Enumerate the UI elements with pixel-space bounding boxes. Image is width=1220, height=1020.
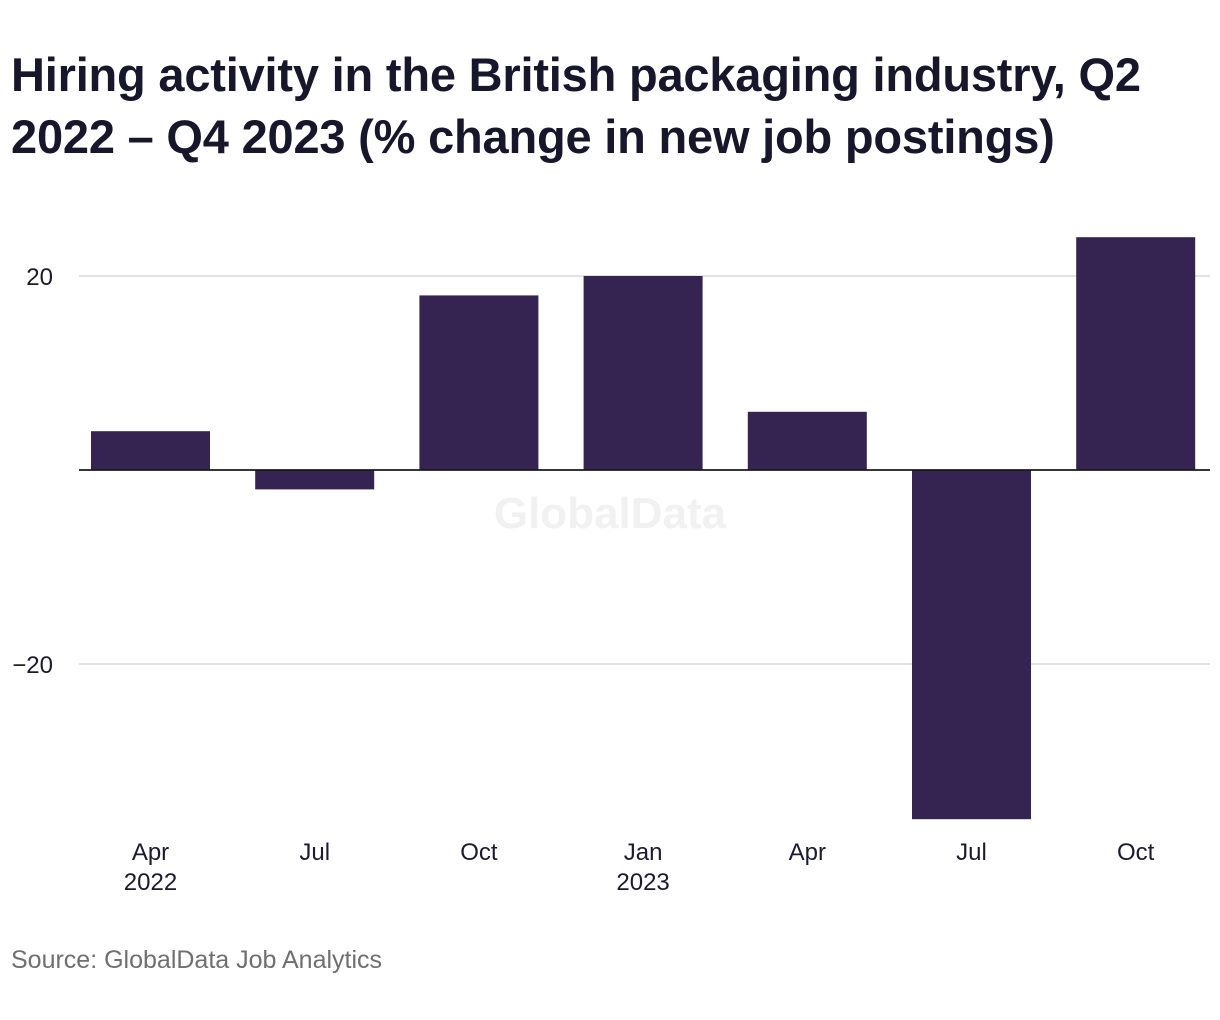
bar-apr-2022 — [91, 431, 210, 470]
x-tick-label: Jan — [624, 839, 663, 866]
bar-oct-2023 — [1076, 237, 1196, 470]
x-tick-label: Jul — [299, 839, 330, 866]
bar-jul-2023 — [912, 470, 1031, 820]
y-tick-label: 20 — [26, 264, 53, 291]
x-tick-label: Jul — [956, 839, 987, 866]
x-tick-label: Oct — [460, 839, 498, 866]
x-tick-label: Apr — [132, 839, 169, 866]
x-tick-year-label: 2023 — [616, 869, 669, 896]
bars — [91, 237, 1196, 820]
x-tick-label: Oct — [1117, 839, 1155, 866]
source-note: Source: GlobalData Job Analytics — [11, 946, 383, 974]
x-tick-year-label: 2022 — [124, 869, 177, 896]
bar-jan-2023 — [583, 276, 703, 470]
x-tick-label: Apr — [789, 839, 826, 866]
bar-oct-2022 — [419, 295, 539, 470]
x-axis-ticks: Apr 2022 Jul Oct Jan 2023 Apr Jul Oct — [124, 839, 1155, 896]
bar-jul-2022 — [255, 470, 375, 490]
watermark-text: GlobalData — [494, 489, 727, 538]
bar-apr-2023 — [747, 411, 867, 470]
chart-title: Hiring activity in the British packaging… — [11, 48, 1141, 163]
y-tick-label: −20 — [12, 652, 53, 679]
y-axis-ticks: 20 −20 — [12, 264, 53, 679]
